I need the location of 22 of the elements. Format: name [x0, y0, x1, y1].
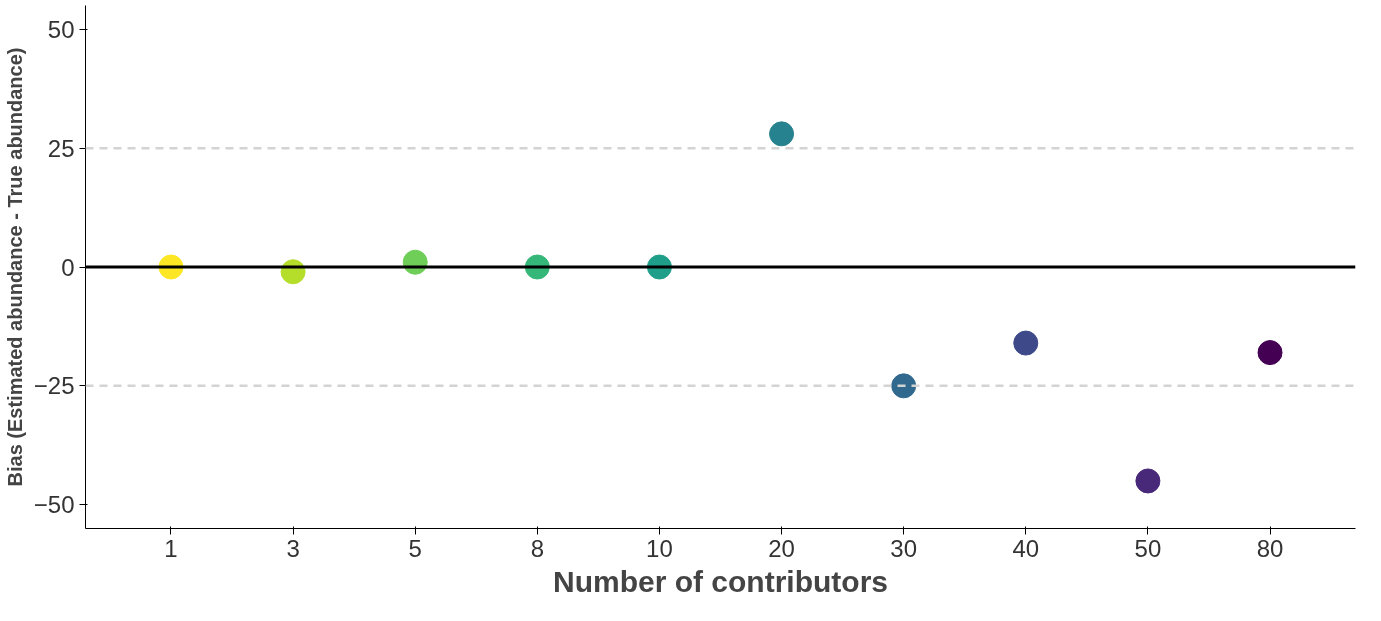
point	[1257, 340, 1283, 366]
x-tick-label: 20	[768, 534, 795, 562]
x-tick-label: 8	[530, 534, 545, 562]
x-tick-label: 50	[1134, 534, 1162, 562]
point	[1013, 330, 1039, 356]
x-tick-label: 10	[646, 534, 673, 562]
y-tick-label: −50	[33, 491, 75, 519]
y-tick-label: 0	[61, 253, 75, 281]
x-tick-label: 3	[286, 534, 300, 562]
y-tick-label: −25	[33, 372, 75, 400]
x-tick-label: 5	[408, 534, 422, 562]
point	[1135, 468, 1161, 494]
x-tick-label: 40	[1012, 534, 1040, 562]
x-tick-label: 80	[1256, 534, 1284, 562]
x-tick-label: 30	[890, 534, 918, 562]
x-axis-title: Number of contributors	[553, 564, 888, 598]
point	[891, 373, 917, 399]
x-tick-label: 1	[164, 534, 178, 562]
y-axis-title: Bias (Estimated abundance - True abundance)	[3, 47, 26, 487]
point	[769, 121, 795, 147]
y-tick-label: 25	[47, 134, 75, 162]
y-tick-label: 50	[47, 15, 75, 43]
